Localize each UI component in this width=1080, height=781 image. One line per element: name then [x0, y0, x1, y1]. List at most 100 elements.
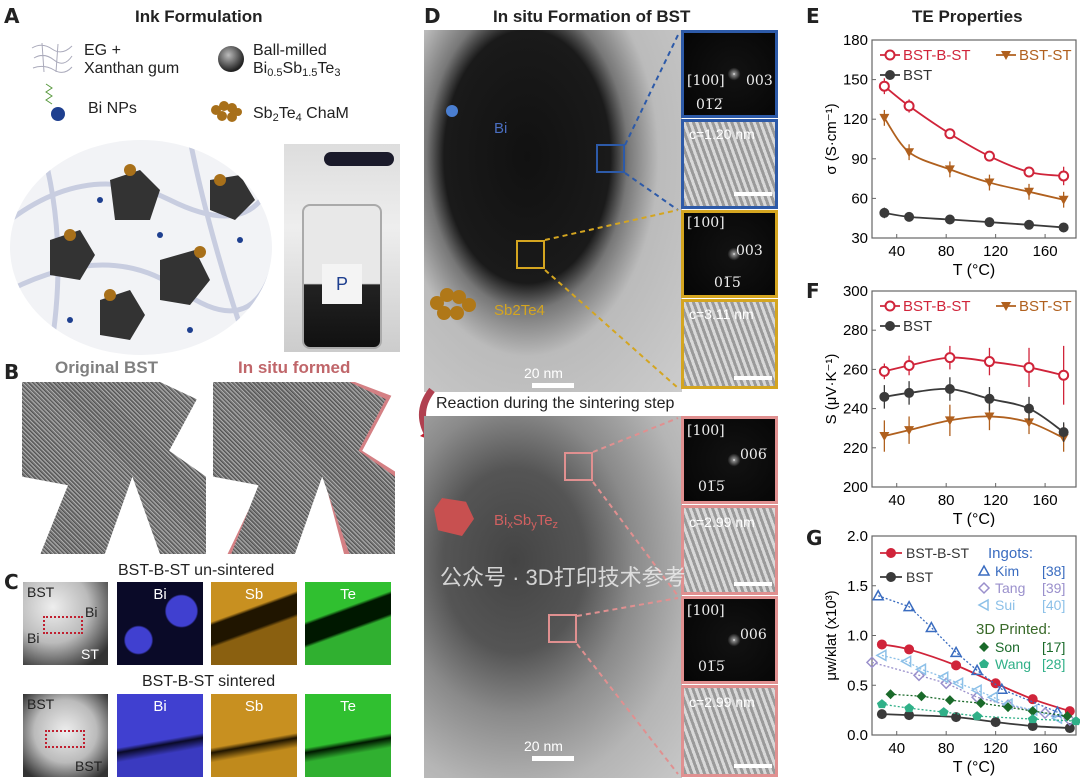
watermark: 公众号 · 3D打印技术参考	[440, 565, 686, 590]
legend-label: Tang	[995, 580, 1025, 596]
data-point	[1027, 694, 1038, 705]
legend-group-ingots: Ingots:	[988, 545, 1033, 562]
data-point	[984, 217, 995, 228]
data-point	[902, 600, 916, 612]
legend-label: BST-ST	[1019, 47, 1072, 64]
data-point	[984, 393, 995, 404]
legend-ballmilled: Ball-milled	[253, 42, 327, 59]
series-line	[877, 595, 1058, 713]
y-tick-label: 1.0	[847, 628, 868, 645]
in-situ-formed-title: In situ formed	[238, 358, 351, 377]
x-tick-label: 80	[938, 740, 955, 757]
data-point	[878, 80, 890, 92]
y-tick-label: 90	[851, 151, 868, 168]
panel-d-title: In situ Formation of BST	[493, 7, 691, 26]
panel-label-a: A	[4, 4, 20, 28]
panel-label-f: F	[806, 279, 820, 303]
data-point	[944, 165, 955, 175]
series-bst-st	[879, 109, 1069, 208]
y-tick-label: 0.5	[847, 677, 868, 694]
y-tick-label: 180	[843, 32, 868, 49]
haadf-label: Bi	[85, 604, 98, 620]
data-point	[990, 678, 1001, 689]
y-axis-label: σ (S·cm⁻¹)	[823, 103, 840, 174]
data-point	[983, 150, 995, 162]
haadf-label: BST	[75, 758, 103, 774]
x-tick-label: 160	[1033, 740, 1058, 757]
data-point	[885, 689, 896, 700]
data-point	[979, 659, 989, 668]
legend-label: BST-B-ST	[903, 47, 971, 64]
in-situ-formed-grains	[213, 382, 395, 554]
data-point	[879, 391, 890, 402]
inset-connector-arrows-bottom	[576, 417, 679, 775]
data-point	[925, 620, 938, 633]
scale-bar-label: 20 nm	[524, 365, 563, 381]
data-point	[875, 649, 887, 662]
data-point	[886, 572, 896, 582]
data-point	[885, 70, 895, 80]
legend-label: Sui	[995, 597, 1015, 613]
data-point	[990, 717, 1001, 728]
x-tick-label: 40	[888, 740, 905, 757]
x-axis-label: T (°C)	[953, 759, 996, 776]
unsintered-title: BST-B-ST un-sintered	[118, 562, 275, 579]
data-point	[1039, 707, 1052, 720]
y-tick-label: 60	[851, 190, 868, 207]
x-tick-label: 160	[1033, 243, 1058, 260]
data-point	[865, 656, 879, 669]
data-point	[1027, 706, 1038, 717]
scale-bar	[532, 756, 574, 761]
data-point	[940, 677, 953, 690]
data-point	[984, 412, 995, 422]
hrtem-inset-2: c=3.11 nm	[681, 299, 778, 389]
data-point	[1001, 302, 1011, 311]
data-point	[885, 321, 895, 331]
eds-map-sb-unsintered: Sb	[211, 582, 297, 665]
chart-e-title: TE Properties	[912, 7, 1023, 26]
scale-bar-label: 20 nm	[524, 738, 563, 754]
y-tick-label: 200	[843, 479, 868, 496]
ink-schematic-illustration	[10, 140, 272, 355]
legend-label: BST-B-ST	[903, 298, 971, 315]
series-wang	[876, 699, 1080, 726]
legend-label: BST-ST	[1019, 298, 1072, 315]
data-point	[1058, 222, 1069, 233]
y-axis-label: S (μV·K⁻¹)	[823, 354, 840, 425]
data-point	[900, 655, 912, 668]
series-line	[871, 661, 1070, 721]
legend-ref: [17]	[1042, 639, 1065, 655]
data-point	[884, 49, 896, 61]
data-point	[1058, 170, 1070, 182]
legend-label: BST	[903, 67, 932, 84]
reaction-label: Reaction during the sintering step	[436, 395, 675, 412]
ink-jar-photo: P	[284, 144, 400, 352]
chart-f-seebeck: 40 80 120 160 200 220 240 260 280 300 T (°C) S (μV·…	[823, 283, 1077, 527]
legend-label: BST	[903, 318, 932, 335]
y-tick-label: 1.5	[847, 578, 868, 595]
data-point	[977, 581, 991, 595]
jar-label: P	[322, 264, 362, 304]
data-point	[970, 683, 982, 697]
data-point	[995, 682, 1009, 694]
series-bst	[879, 377, 1069, 442]
data-point	[916, 691, 927, 702]
legend-label: Son	[995, 639, 1020, 655]
series-bst	[879, 207, 1069, 233]
original-bst-grains	[22, 382, 206, 554]
data-point	[878, 365, 890, 377]
legend-bst-formula: Bi0.5Sb1.5Te3	[253, 60, 341, 79]
data-point	[903, 100, 915, 112]
haadf-unsintered: BST Bi Bi ST	[23, 582, 108, 665]
eds-map-sb-sintered: Sb	[211, 694, 297, 777]
series-bst-st	[879, 402, 1069, 452]
y-tick-label: 240	[843, 401, 868, 418]
y-tick-label: 220	[843, 440, 868, 457]
data-point	[986, 690, 998, 704]
hrtem-inset-4: c=2.99 nm	[681, 685, 778, 777]
data-point	[904, 703, 915, 713]
data-point	[904, 148, 915, 158]
bi-label: Bi	[494, 120, 508, 137]
data-point	[1024, 418, 1035, 428]
panel-label-g: G	[806, 526, 823, 550]
